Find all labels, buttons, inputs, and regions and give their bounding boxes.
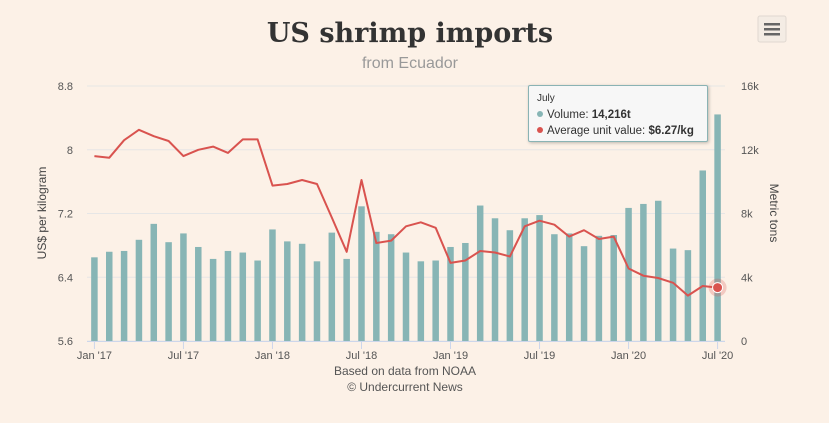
x-tick-label: Jul '18	[346, 350, 377, 362]
tooltip-volume-value: 14,216t	[591, 109, 631, 121]
y-left-tick-label: 8.8	[58, 81, 73, 93]
tooltip-value-label: Average unit value:	[547, 125, 649, 137]
chart-title: US shrimp imports	[267, 18, 553, 49]
volume-bar	[654, 200, 662, 341]
y-right-tick-label: 4k	[741, 272, 753, 284]
volume-bar	[699, 170, 706, 341]
y-right-tick-label: 16k	[741, 81, 759, 93]
volume-bar	[402, 252, 410, 341]
hamburger-menu-icon	[764, 23, 780, 36]
volume-bar	[165, 242, 172, 341]
volume-bar	[269, 229, 276, 341]
volume-bar	[551, 234, 558, 341]
volume-bar	[640, 203, 647, 341]
volume-bar	[610, 235, 617, 341]
volume-bar	[150, 223, 158, 341]
volume-bar	[565, 233, 573, 341]
y-axis-right-title: Metric tons	[767, 184, 781, 243]
x-tick-label: Jul '19	[524, 350, 555, 362]
volume-bar	[669, 248, 677, 341]
tooltip-volume-label: Volume:	[547, 109, 592, 121]
volume-bar	[432, 260, 439, 341]
x-tick-label: Jul '20	[702, 350, 733, 362]
volume-bar	[506, 230, 514, 341]
y-axis-right: 0 4k 8k 12k 16k	[741, 81, 759, 348]
volume-bar	[343, 258, 350, 341]
volume-bar	[313, 261, 321, 341]
x-axis-title: Based on data from NOAA	[334, 364, 476, 378]
tooltip: July Volume: 14,216t Average unit value:…	[528, 85, 708, 142]
y-axis-left-title: US$ per kilogram	[35, 167, 49, 260]
x-tick-label: Jan '19	[433, 350, 468, 362]
tooltip-header: July	[537, 93, 555, 104]
y-left-tick-label: 5.6	[58, 336, 73, 348]
y-right-tick-label: 12k	[741, 145, 759, 157]
volume-bar	[254, 260, 261, 341]
volume-bar	[135, 239, 143, 341]
volume-bars	[91, 114, 721, 342]
volume-bar	[224, 250, 232, 341]
y-left-tick-label: 6.4	[58, 272, 73, 284]
volume-bar	[328, 232, 336, 341]
unit-value-path	[94, 128, 718, 297]
x-tick-label: Jan '20	[611, 350, 646, 362]
tooltip-value-row: Average unit value: $6.27/kg	[537, 123, 699, 139]
volume-bar	[476, 205, 484, 341]
context-menu-button[interactable]	[757, 15, 787, 43]
volume-bar	[298, 243, 306, 341]
tooltip-volume-row: Volume: 14,216t	[537, 107, 699, 123]
value-legend-dot	[537, 127, 543, 133]
x-tick-label: Jul '17	[168, 350, 199, 362]
volume-bar	[91, 257, 98, 341]
volume-bar	[417, 261, 425, 341]
volume-bar	[491, 218, 499, 341]
volume-bar	[447, 246, 454, 341]
x-tick-label: Jan '17	[77, 350, 112, 362]
hover-point-marker	[712, 282, 724, 294]
y-left-tick-label: 7.2	[58, 209, 73, 221]
volume-bar	[373, 231, 380, 341]
volume-bar	[120, 250, 128, 341]
volume-bar	[358, 206, 365, 341]
y-axis-left: 5.6 6.4 7.2 8 8.8	[58, 81, 73, 348]
chart-subtitle: from Ecuador	[362, 55, 459, 72]
volume-legend-dot	[537, 111, 543, 117]
y-left-tick-label: 8	[67, 145, 73, 157]
y-right-tick-label: 8k	[741, 209, 753, 221]
volume-bar	[195, 246, 202, 341]
y-right-tick-label: 0	[741, 336, 747, 348]
volume-bar	[239, 252, 247, 341]
volume-bar	[106, 251, 113, 341]
volume-bar	[462, 242, 469, 341]
volume-bar	[580, 246, 588, 341]
volume-bar	[209, 258, 217, 341]
unit-value-line	[94, 128, 727, 297]
volume-bar	[180, 233, 187, 341]
x-axis: Jan '17 Jul '17 Jan '18 Jul '18 Jan '19 Jul '…	[77, 341, 733, 362]
volume-bar	[625, 207, 632, 341]
volume-bar	[595, 235, 603, 341]
volume-bar	[714, 114, 721, 342]
credits: © Undercurrent News	[347, 380, 463, 394]
x-tick-label: Jan '18	[255, 350, 290, 362]
tooltip-value-value: $6.27/kg	[648, 125, 694, 137]
volume-bar	[536, 215, 543, 341]
volume-bar	[284, 241, 291, 341]
volume-bar	[387, 234, 395, 341]
volume-bar	[521, 218, 528, 341]
